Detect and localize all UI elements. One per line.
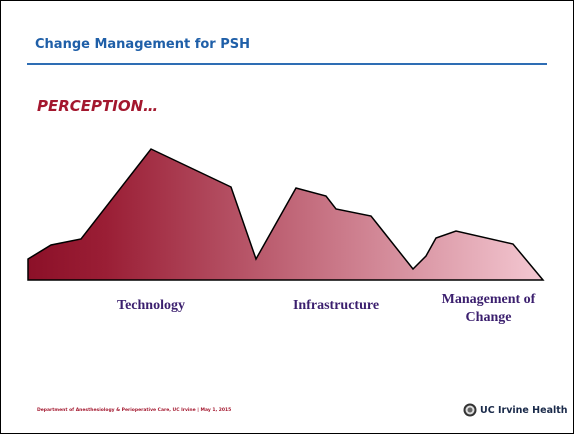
label-management: Management of Change [441,292,536,325]
label-infrastructure: Infrastructure [292,298,380,313]
title-rule [27,63,547,65]
mountain [27,148,545,281]
slide-title: Change Management for PSH [35,37,250,52]
label-technology: Technology [117,298,185,313]
logo-seal [463,403,477,417]
logo-text: UC Irvine Health [480,404,568,416]
footer-text: Department of Anesthesiology & Periopera… [37,408,232,413]
subtitle: PERCEPTION… [37,97,159,115]
logo: UC Irvine Health [463,403,568,417]
